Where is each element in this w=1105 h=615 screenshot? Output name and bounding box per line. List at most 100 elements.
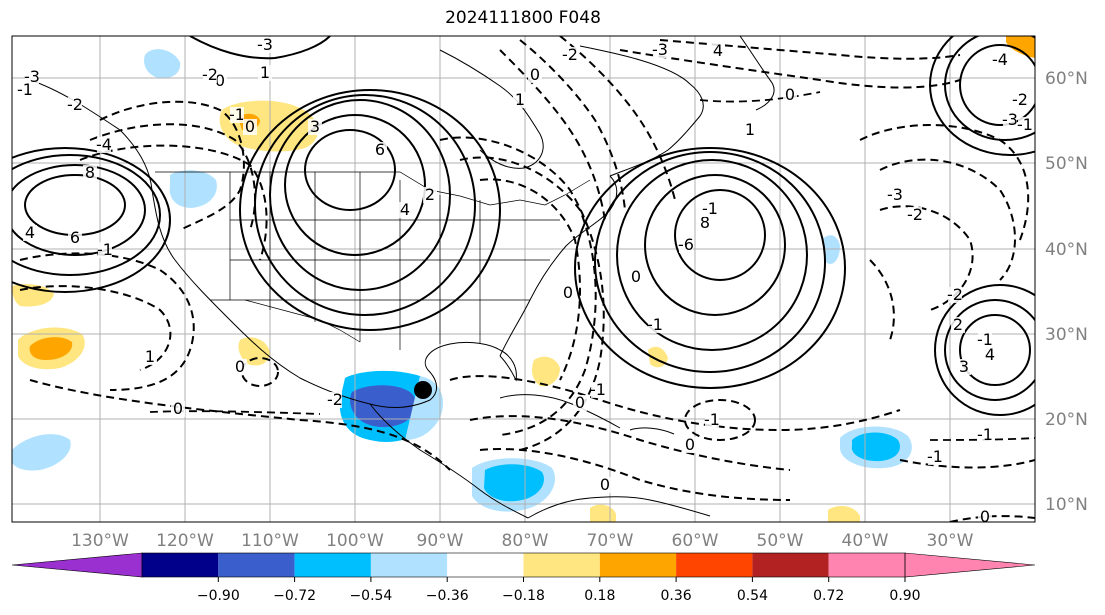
border-us-canada [155, 171, 591, 206]
shading-negative-pacific-left [12, 434, 71, 471]
contour-label-background [957, 359, 971, 375]
contour-label-background [705, 412, 719, 428]
contour-label-background [698, 215, 712, 231]
latitude-labels: 60°N 50°N 40°N 30°N 20°N 10°N [1045, 69, 1088, 515]
contour-high-atlantic-4 [594, 151, 826, 373]
latitude-label: 60°N [1045, 69, 1088, 89]
contour-label: 4 [713, 41, 723, 60]
contour-label-background [373, 142, 387, 158]
contour-label-background [679, 237, 693, 253]
latitude-label: 30°N [1045, 325, 1088, 345]
contour-neg-nlab-1 [499, 49, 606, 221]
contours-zero [149, 91, 1035, 441]
contour-label-background [308, 119, 322, 135]
colorbar-tick-label: 0.18 [584, 588, 615, 604]
longitude-label: 110°W [241, 531, 299, 551]
colorbar-extend-max [904, 552, 1036, 578]
contour-label-background [951, 317, 965, 333]
contour-label: 2 [953, 315, 963, 334]
contour-label-background [573, 395, 587, 411]
contours [12, 36, 1035, 522]
contour-label: 1 [745, 120, 755, 139]
shading-layer [12, 36, 1035, 522]
contour-label-background [25, 69, 39, 85]
colorbar-segment [294, 553, 371, 577]
contour-label-background [783, 87, 797, 103]
colorbar-segment [142, 553, 219, 577]
shading-negative-caribbean-inner [484, 464, 544, 502]
contour-label: 1 [260, 63, 270, 82]
contour-label: -1 [229, 105, 245, 124]
contours-positive [12, 36, 1035, 416]
contour-label: -1 [704, 410, 720, 429]
colorbar-tick-label: −0.72 [273, 588, 316, 604]
contour-high-west-1 [304, 129, 396, 211]
contour-label-background [98, 242, 112, 258]
colorbar-segment [218, 553, 295, 577]
contour-label: -3 [887, 185, 903, 204]
contour-neg-car-1 [449, 375, 901, 432]
contour-label: 0 [235, 357, 245, 376]
contour-neg-small-1 [684, 399, 756, 441]
contour-neg-north-2 [659, 39, 961, 60]
contour-label: 0 [785, 85, 795, 104]
shading-positive-mexico [238, 337, 270, 366]
contour-zero-1 [149, 410, 321, 415]
contour-neg-north-1 [619, 49, 961, 89]
contour-label: 2 [425, 185, 435, 204]
contour-high-atlantic-1 [674, 189, 766, 281]
shading-negative-gulf-inner [350, 385, 417, 428]
longitude-label: 120°W [156, 531, 214, 551]
coastline-hispaniola [629, 427, 675, 435]
colorbar-tick-label: 0.54 [737, 588, 768, 604]
shading-positive-bottom [828, 506, 860, 522]
contour-high-east-2 [944, 299, 1035, 401]
map-frame [11, 35, 1036, 523]
contour-label: 0 [575, 393, 585, 412]
contour-high-pacific-3 [12, 154, 161, 276]
colorbar-tick-label: −0.54 [349, 588, 392, 604]
contour-label: -3 [257, 35, 273, 54]
contour-high-west-4 [254, 94, 476, 316]
contour-high-pacific-4 [12, 147, 171, 293]
coastline-south-america [527, 496, 711, 519]
contour-label-background [648, 317, 662, 333]
contour-label: 0 [530, 65, 540, 84]
contour-label-background [243, 119, 257, 135]
storm-center-marker [414, 381, 432, 399]
colorbar-tick-label: 0.90 [889, 588, 920, 604]
contour-label: -2 [1012, 90, 1028, 109]
shading-positive-baja-inner [29, 337, 73, 360]
contour-label: 0 [980, 507, 990, 526]
contour-label: 0 [173, 399, 183, 418]
longitude-label: 100°W [326, 531, 384, 551]
contour-neg-east-3 [479, 178, 581, 381]
shading-negative-bc [169, 170, 217, 208]
contour-neg-car-2 [469, 415, 791, 471]
longitude-label: 130°W [71, 531, 129, 551]
contour-label-background [68, 230, 82, 246]
coastline-cuba [499, 394, 621, 429]
colorbar-tick-label: −0.18 [502, 588, 545, 604]
coastline-north-america-west [29, 79, 371, 405]
contour-label-background [1003, 112, 1017, 128]
contour-label: -1 [97, 240, 113, 259]
contour-neg-2 [89, 123, 256, 231]
colorbar-segment [752, 553, 829, 577]
contour-high-west-3 [269, 99, 451, 291]
contour-high-nw [189, 36, 331, 60]
contour-label-background [888, 187, 902, 203]
contour-neg-1 [99, 100, 245, 231]
colorbar-segment [599, 553, 677, 577]
contour-label: -2 [562, 45, 578, 64]
contour-neg-atl-1 [859, 124, 1030, 241]
contour-label: -1 [977, 425, 993, 444]
contour-label-background [328, 392, 342, 408]
contour-label: -4 [96, 135, 112, 154]
contour-label: 0 [245, 117, 255, 136]
contour-high-atlantic-2 [644, 174, 786, 316]
contour-zero-2 [699, 91, 821, 103]
